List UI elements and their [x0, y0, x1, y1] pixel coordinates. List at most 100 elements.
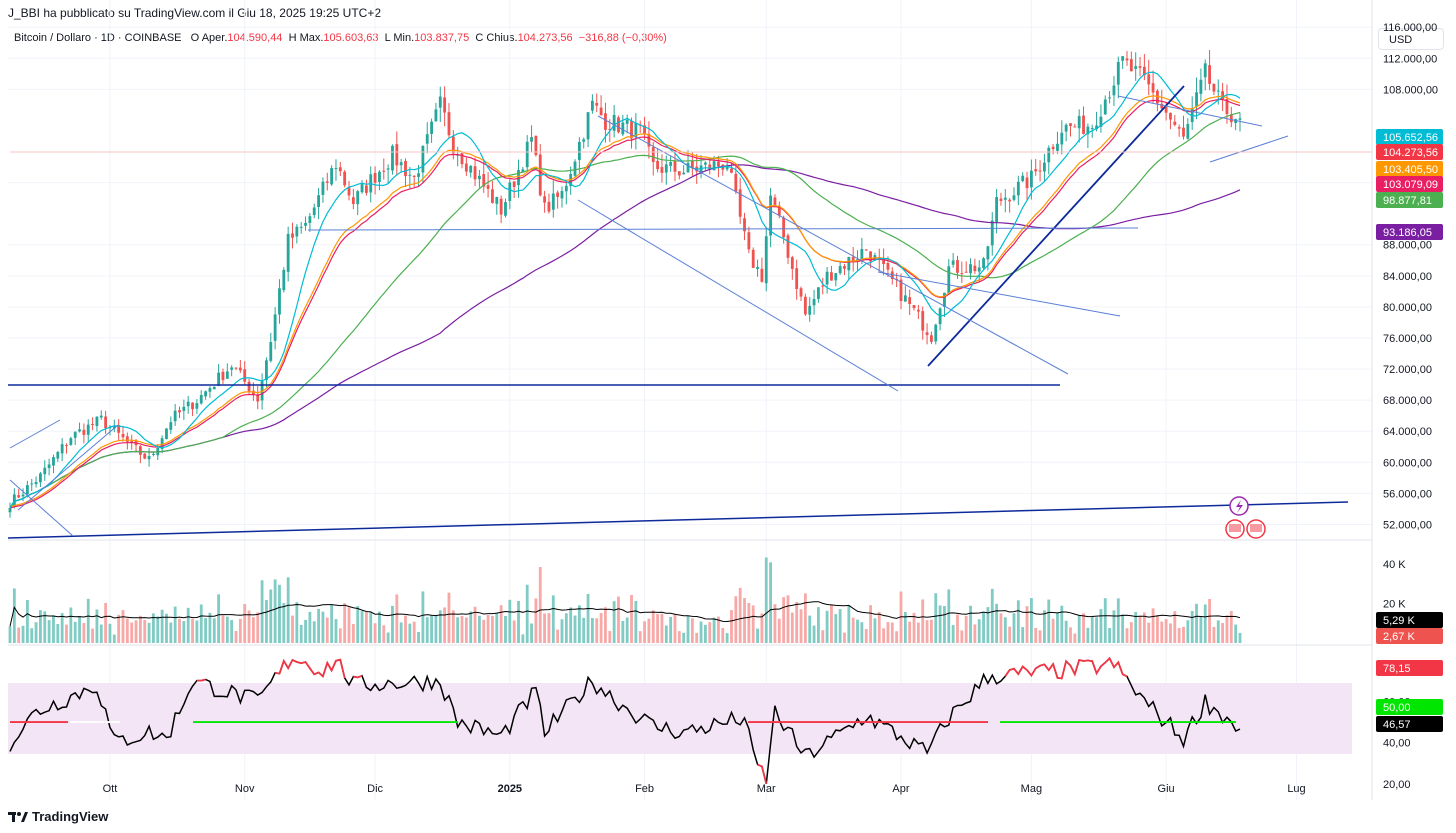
candle-body — [338, 167, 342, 172]
volume-bar — [1138, 615, 1142, 643]
volume-bar — [143, 619, 147, 643]
candle-body — [434, 109, 438, 122]
volume-bar — [491, 615, 494, 643]
channel-upper-line[interactable] — [597, 115, 1069, 375]
tradingview-logo-icon — [8, 811, 28, 822]
long-trendline[interactable] — [7, 501, 1349, 539]
volume-bar — [395, 594, 399, 643]
candle-body — [925, 332, 929, 336]
volume-bar — [39, 610, 42, 643]
candle-body — [1125, 58, 1129, 61]
channel-lower-line[interactable] — [577, 199, 899, 392]
candle-body — [534, 135, 538, 156]
volume-bar — [286, 577, 290, 643]
range-line[interactable] — [307, 227, 1139, 231]
candle-body — [1099, 116, 1103, 127]
volume-bar — [756, 628, 759, 643]
candle-body — [712, 161, 716, 171]
price-tick-label: 64.000,00 — [1383, 426, 1432, 438]
volume-bar — [265, 600, 268, 643]
volume-bar — [417, 631, 420, 643]
candle-body — [921, 311, 925, 331]
resistance-line[interactable] — [877, 271, 1121, 317]
volume-bar — [517, 601, 520, 643]
candle-body — [790, 257, 794, 269]
candle-body — [604, 113, 607, 130]
candle-body — [1147, 74, 1151, 85]
volume-bar — [690, 618, 694, 643]
volume-bar — [456, 617, 460, 643]
volume-bar — [1190, 610, 1194, 643]
candle-body — [803, 296, 807, 315]
candle-body — [834, 273, 838, 281]
candle-body — [1199, 79, 1203, 94]
volume-bar — [291, 615, 294, 643]
low-value: 103.837,75 — [414, 32, 470, 44]
candle-body — [1129, 59, 1133, 72]
volume-bar — [512, 620, 516, 643]
candle-body — [421, 145, 425, 173]
candle-body — [160, 438, 164, 450]
candle-body — [360, 184, 364, 193]
volume-bar — [825, 610, 829, 643]
volume-ma-tag: 5,29 K — [1383, 615, 1415, 627]
volume-bar — [1151, 608, 1155, 643]
volume-bar — [130, 622, 134, 643]
candle-body — [990, 220, 994, 246]
volume-bar — [790, 612, 794, 643]
candle-body — [364, 185, 368, 193]
volume-bar — [373, 623, 377, 643]
candle-body — [1216, 90, 1220, 92]
volume-bar — [725, 633, 729, 643]
triangle-lower-line[interactable] — [1209, 135, 1289, 163]
candle-body — [408, 174, 412, 176]
price-tag-bg — [1376, 176, 1443, 192]
triangle-upper-line[interactable] — [1117, 95, 1263, 127]
candle-body — [356, 191, 360, 205]
early-channel-line[interactable] — [9, 419, 61, 449]
candle-body — [773, 197, 777, 206]
volume-bar — [108, 623, 112, 643]
currency-selector[interactable]: USD — [1378, 28, 1444, 50]
event-icons[interactable] — [1225, 496, 1266, 539]
rsi-extreme-segment — [274, 658, 346, 679]
candle-body — [743, 218, 746, 232]
volume-bar — [421, 591, 425, 643]
volume-bar — [1221, 623, 1225, 643]
volume-tick-label: 20 K — [1383, 598, 1406, 610]
volume-bar — [747, 602, 751, 643]
symbol-name[interactable]: Bitcoin / Dollaro · 1D · COINBASE — [14, 32, 182, 44]
volume-bar — [951, 625, 955, 643]
candle-body — [464, 163, 468, 172]
volume-bar — [186, 607, 190, 643]
rising-trendline[interactable] — [927, 85, 1185, 367]
candle-body — [1156, 90, 1159, 104]
footer-brand[interactable]: TradingView — [8, 809, 108, 824]
price-tick-label: 72.000,00 — [1383, 364, 1432, 376]
rsi-ma-tag: 50,00 — [1383, 702, 1411, 714]
early-descending-line[interactable] — [9, 479, 74, 537]
candle-body — [725, 166, 729, 170]
volume-bar — [495, 613, 499, 643]
volume-bar — [1099, 609, 1103, 643]
candle-body — [65, 445, 68, 447]
volume-bar — [973, 624, 977, 643]
rsi-ma-tag-bg — [1376, 699, 1443, 715]
price-tick-label: 60.000,00 — [1383, 457, 1432, 469]
low-label: L — [384, 32, 391, 44]
candle-body — [999, 198, 1003, 201]
rsi-band — [8, 683, 1352, 754]
candle-body — [199, 394, 203, 404]
volume-bar — [534, 598, 538, 643]
candle-body — [82, 429, 86, 435]
volume-bar — [743, 598, 746, 643]
candle-body — [382, 170, 386, 172]
early-rising-line[interactable] — [17, 424, 119, 511]
volume-bar — [434, 614, 438, 643]
volume-bar — [104, 603, 108, 643]
volume-bar — [1208, 599, 1211, 643]
candle-body — [947, 266, 951, 294]
volume-bar — [660, 613, 664, 643]
price-tag: 103.405,50 — [1383, 164, 1438, 176]
